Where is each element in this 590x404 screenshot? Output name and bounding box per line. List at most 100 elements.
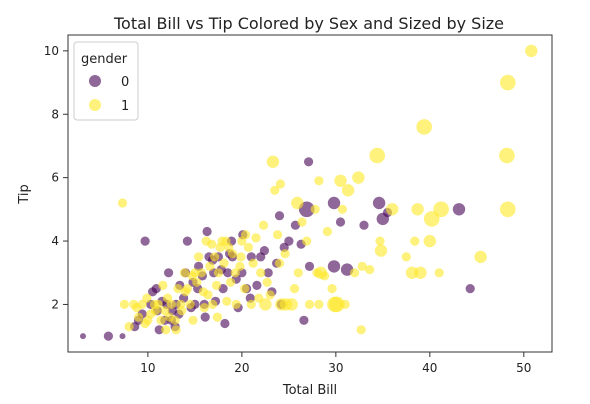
point-gender-1 <box>374 244 388 257</box>
y-tick-label: 10 <box>44 44 59 58</box>
legend-box <box>73 41 139 121</box>
point-gender-1 <box>160 306 170 316</box>
point-gender-1 <box>156 315 166 325</box>
point-gender-0 <box>335 217 346 227</box>
point-gender-1 <box>375 236 385 246</box>
point-gender-0 <box>327 260 341 273</box>
point-gender-1 <box>230 268 240 278</box>
point-gender-1 <box>208 299 218 309</box>
point-gender-1 <box>314 299 324 309</box>
point-gender-0 <box>299 315 309 325</box>
point-gender-1 <box>222 296 232 306</box>
point-gender-1 <box>235 261 245 271</box>
point-gender-1 <box>314 176 324 186</box>
point-gender-1 <box>241 230 251 240</box>
point-gender-1 <box>150 306 160 316</box>
legend-label-0: 0 <box>121 75 129 90</box>
point-gender-0 <box>372 196 386 210</box>
point-gender-0 <box>164 268 174 278</box>
chart-title: Total Bill vs Tip Colored by Sex and Siz… <box>113 14 504 33</box>
point-gender-0 <box>274 211 285 221</box>
x-tick-label: 30 <box>328 361 343 375</box>
point-gender-1 <box>215 242 225 252</box>
point-gender-1 <box>210 252 220 262</box>
point-gender-1 <box>163 293 173 303</box>
point-gender-0 <box>259 246 269 256</box>
y-tick-label: 8 <box>51 107 59 121</box>
point-gender-1 <box>140 318 150 329</box>
point-gender-1 <box>357 261 367 271</box>
point-gender-1 <box>327 296 343 313</box>
point-gender-1 <box>273 230 283 240</box>
point-gender-1 <box>401 252 411 262</box>
point-gender-1 <box>164 312 175 322</box>
point-gender-1 <box>177 306 187 316</box>
point-gender-1 <box>246 299 256 309</box>
y-tick-label: 6 <box>51 171 59 185</box>
point-gender-1 <box>254 293 264 303</box>
point-gender-1 <box>414 266 427 279</box>
point-gender-1 <box>199 303 209 313</box>
point-gender-1 <box>240 284 250 294</box>
point-gender-1 <box>499 147 515 164</box>
point-gender-1 <box>304 299 315 309</box>
point-gender-1 <box>411 203 424 216</box>
point-gender-1 <box>337 204 347 214</box>
point-gender-1 <box>423 211 440 227</box>
point-gender-1 <box>434 268 444 278</box>
point-gender-0 <box>304 157 314 167</box>
point-gender-0 <box>284 236 294 246</box>
point-gender-1 <box>185 299 195 309</box>
point-gender-1 <box>258 220 269 230</box>
point-gender-1 <box>259 298 272 311</box>
scatter-points <box>80 44 538 341</box>
point-gender-1 <box>211 280 222 290</box>
point-gender-1 <box>188 315 198 325</box>
point-gender-1 <box>196 268 207 278</box>
point-gender-1 <box>133 312 144 322</box>
point-gender-1 <box>423 234 436 248</box>
point-gender-1 <box>293 268 303 278</box>
point-gender-1 <box>171 325 181 335</box>
point-gender-1 <box>248 258 258 268</box>
point-gender-1 <box>226 277 236 287</box>
point-gender-1 <box>297 217 307 227</box>
point-gender-1 <box>416 119 433 135</box>
point-gender-1 <box>117 198 128 208</box>
point-gender-0 <box>80 333 86 340</box>
point-gender-1 <box>243 242 253 252</box>
point-gender-0 <box>182 236 192 246</box>
point-gender-1 <box>291 196 304 210</box>
point-gender-1 <box>275 179 285 189</box>
legend-marker-1 <box>89 99 101 111</box>
x-tick-label: 40 <box>422 361 437 375</box>
point-gender-1 <box>274 258 285 268</box>
point-gender-1 <box>369 147 386 164</box>
point-gender-1 <box>280 249 290 259</box>
point-gender-1 <box>187 271 197 281</box>
plot-area <box>67 34 553 353</box>
legend-title: gender <box>81 52 128 67</box>
plot-frame <box>67 34 553 353</box>
point-gender-1 <box>500 201 516 218</box>
point-gender-1 <box>270 185 280 195</box>
point-gender-1 <box>119 299 129 309</box>
point-gender-1 <box>207 239 217 249</box>
point-gender-1 <box>213 268 223 278</box>
x-tick-label: 50 <box>516 361 531 375</box>
point-gender-1 <box>231 299 241 309</box>
point-gender-1 <box>180 287 191 297</box>
point-gender-1 <box>212 312 222 322</box>
point-gender-1 <box>132 303 142 313</box>
point-gender-1 <box>194 252 204 262</box>
point-gender-1 <box>312 268 322 278</box>
point-gender-1 <box>124 322 134 332</box>
point-gender-0 <box>103 331 113 341</box>
point-gender-1 <box>236 252 246 262</box>
point-gender-0 <box>202 226 212 237</box>
y-axis-label: Tip <box>17 184 32 204</box>
point-gender-1 <box>356 325 366 335</box>
point-gender-1 <box>320 271 330 281</box>
point-gender-1 <box>525 44 538 58</box>
